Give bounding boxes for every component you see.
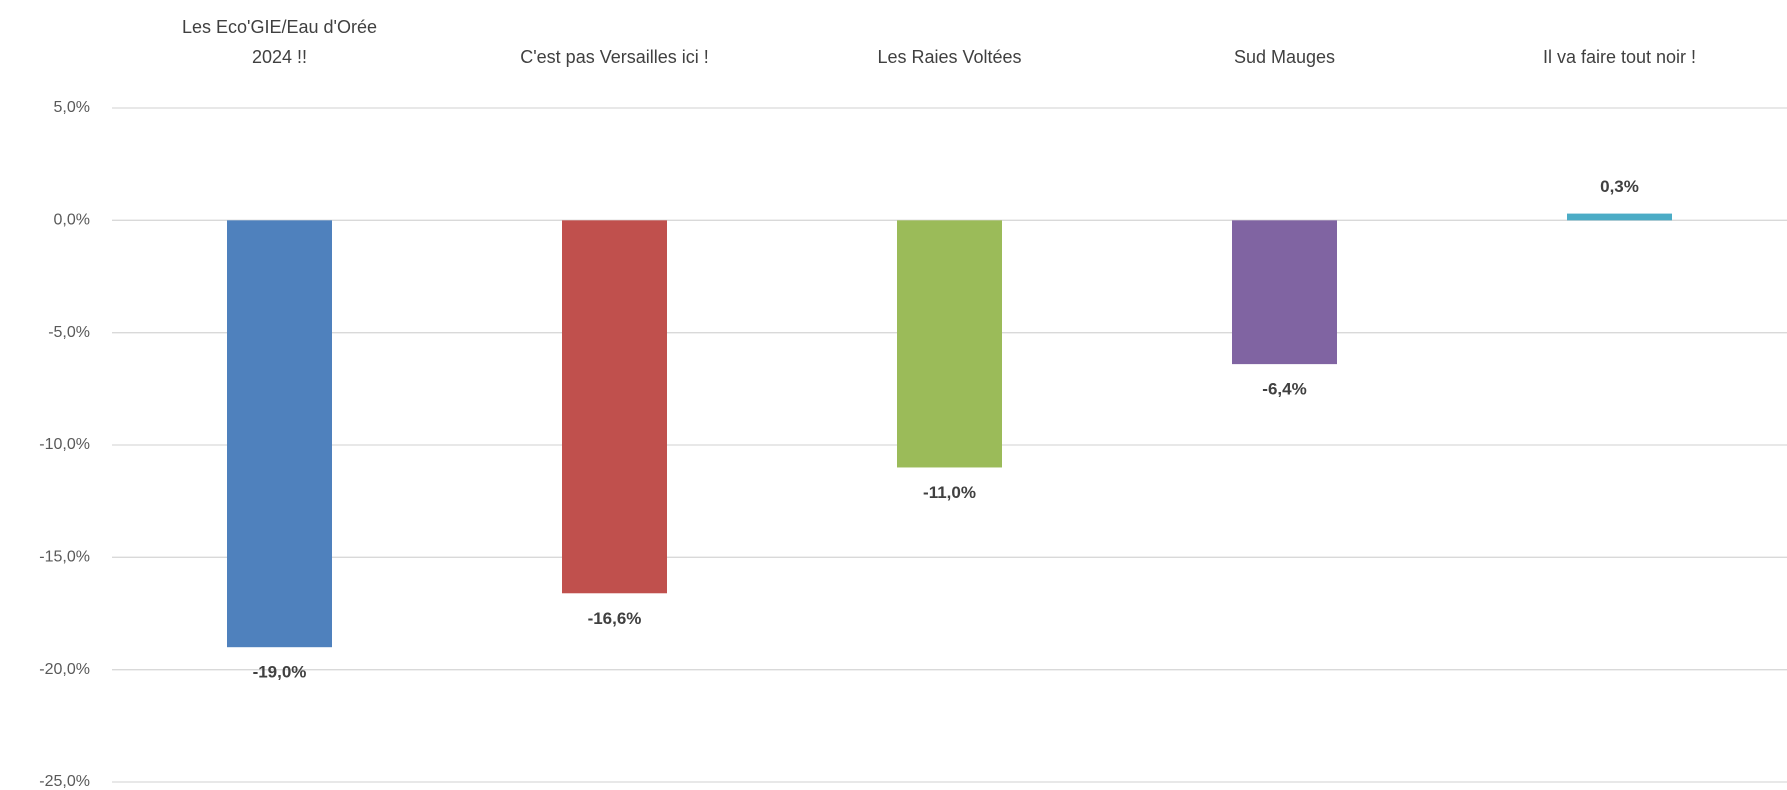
category-label: Sud Mauges	[1233, 47, 1336, 67]
y-tick-label: -10,0%	[39, 436, 90, 453]
y-tick-label: -25,0%	[39, 773, 90, 790]
category-label: Les Raies Voltées	[877, 47, 1022, 67]
bar	[562, 220, 667, 594]
category-label: Les Eco'GIE/Eau d'Orée 2024 !!	[182, 17, 377, 67]
y-tick-label: -20,0%	[39, 661, 90, 678]
y-tick-label: -5,0%	[48, 324, 90, 341]
value-label: -16,6%	[588, 609, 642, 628]
category-label: Il va faire tout noir !	[1542, 47, 1697, 67]
value-label: -11,0%	[923, 483, 976, 502]
bar	[227, 220, 332, 648]
y-tick-label: -15,0%	[39, 549, 90, 566]
category-label: C'est pas Versailles ici !	[520, 47, 709, 67]
y-tick-label: 0,0%	[54, 212, 90, 229]
y-tick-label: 5,0%	[54, 99, 90, 116]
value-label: 0,3%	[1600, 177, 1639, 196]
value-label: -19,0%	[253, 663, 307, 682]
bar	[897, 220, 1002, 468]
bar	[1232, 220, 1337, 365]
value-label: -6,4%	[1262, 380, 1306, 399]
bar	[1567, 213, 1672, 221]
